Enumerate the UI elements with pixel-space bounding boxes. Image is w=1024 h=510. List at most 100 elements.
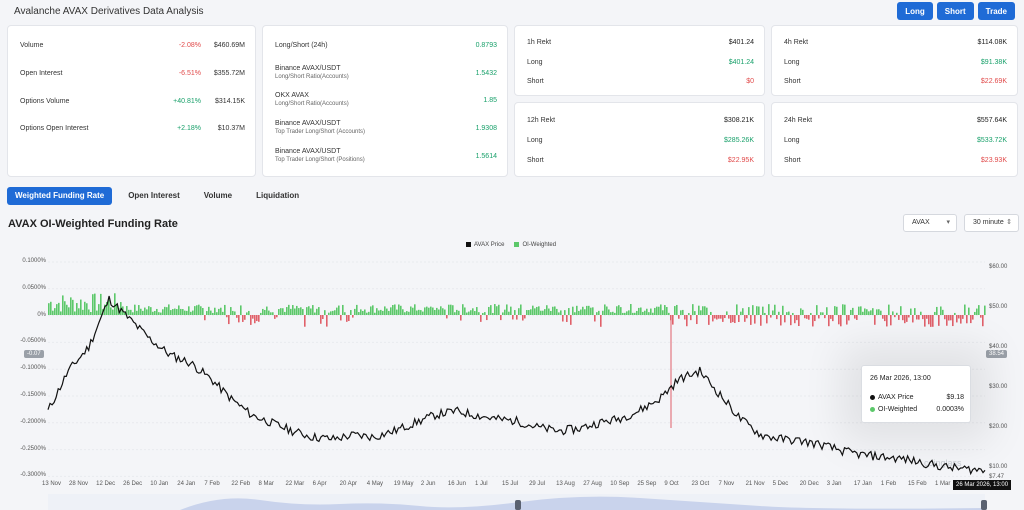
funding-bar-positive	[638, 307, 640, 315]
short-button[interactable]: Short	[936, 2, 974, 20]
long-button[interactable]: Long	[897, 2, 933, 20]
funding-bar-positive	[168, 304, 170, 315]
chevron-updown-icon: ⇕	[1006, 219, 1012, 226]
tab-volume[interactable]: Volume	[203, 191, 233, 200]
funding-bar-negative	[938, 315, 940, 326]
funding-bar-positive	[758, 306, 760, 315]
funding-bar-positive	[336, 307, 338, 315]
funding-bar-positive	[572, 306, 574, 315]
rekt-title: 12h Rekt	[527, 117, 556, 124]
rekt-long-label: Long	[527, 137, 543, 144]
funding-bar-positive	[652, 312, 654, 315]
rekt-total-row: 12h Rekt $308.21K	[515, 117, 764, 129]
funding-bar-positive	[914, 308, 916, 315]
funding-bar-positive	[530, 309, 532, 315]
funding-bar-positive	[660, 304, 662, 315]
funding-bar-positive	[868, 311, 870, 315]
funding-bar-positive	[682, 309, 684, 315]
funding-bar-positive	[468, 311, 470, 315]
funding-bar-positive	[602, 310, 604, 315]
funding-bar-positive	[860, 306, 862, 315]
funding-bar-positive	[610, 312, 612, 315]
rekt-long: $91.38K	[980, 59, 1007, 66]
funding-bar-positive	[698, 305, 700, 315]
funding-bar-negative	[714, 315, 716, 319]
funding-bar-positive	[816, 305, 818, 315]
funding-bar-positive	[586, 305, 588, 315]
tab-weighted-funding-rate[interactable]: Weighted Funding Rate	[7, 187, 113, 205]
ratio-row: Binance AVAX/USDT Long/Short Ratio(Accou…	[263, 65, 507, 85]
ratio-row: Binance AVAX/USDT Top Trader Long/Short …	[263, 148, 507, 168]
funding-bar-positive	[558, 312, 560, 315]
x-axis-tick: 10 Sep	[610, 481, 630, 487]
legend-item-price[interactable]: AVAX Price	[466, 242, 504, 248]
funding-bar-positive	[270, 312, 272, 315]
funding-bar-negative	[784, 315, 786, 323]
tab-open-interest[interactable]: Open Interest	[128, 191, 180, 200]
funding-bar-negative	[228, 315, 230, 325]
x-axis-tick: 12 Dec	[96, 481, 116, 487]
price-line	[47, 295, 986, 476]
funding-bar-positive	[230, 307, 232, 315]
funding-bar-negative	[600, 315, 602, 327]
funding-bar-positive	[154, 310, 156, 315]
funding-bar-positive	[60, 311, 62, 315]
funding-bar-positive	[302, 309, 304, 315]
rekt-card-12h: 12h Rekt $308.21K Long $285.26K Short $2…	[514, 102, 765, 177]
funding-bar-positive	[402, 309, 404, 315]
funding-bar-negative	[238, 315, 240, 323]
funding-bar-positive	[596, 312, 598, 315]
interval-select-value: 30 minute	[973, 219, 1004, 226]
x-axis-tick: 20 Apr	[339, 481, 358, 487]
tab-liquidation[interactable]: Liquidation	[256, 191, 300, 200]
funding-bar-positive	[388, 310, 390, 315]
funding-bar-positive	[358, 312, 360, 315]
funding-bar-negative	[776, 315, 778, 320]
funding-bar-positive	[878, 309, 880, 315]
funding-bar-positive	[80, 299, 82, 315]
funding-bar-positive	[772, 310, 774, 315]
funding-bar-negative	[242, 315, 244, 322]
funding-bar-positive	[188, 306, 190, 315]
x-axis-tick: 29 Jul	[529, 481, 546, 487]
funding-bar-positive	[788, 311, 790, 315]
funding-bar-positive	[706, 307, 708, 315]
funding-bar-positive	[694, 311, 696, 315]
funding-bar-positive	[648, 312, 650, 315]
funding-bar-negative	[304, 315, 306, 327]
funding-bar-positive	[520, 304, 522, 315]
funding-bar-negative	[276, 315, 278, 318]
funding-bar-positive	[84, 301, 86, 315]
left-axis-marker: -0.07	[24, 350, 44, 358]
funding-bar-positive	[106, 301, 108, 315]
right-axis-tick: $50.00	[989, 304, 1008, 310]
funding-bar-positive	[478, 312, 480, 315]
trade-button[interactable]: Trade	[977, 2, 1015, 20]
funding-bar-negative	[794, 315, 796, 324]
funding-bar-positive	[498, 304, 500, 315]
minimap-background	[48, 494, 985, 510]
funding-bar-positive	[408, 311, 410, 315]
funding-bar-positive	[370, 306, 372, 315]
funding-bar-positive	[224, 304, 226, 315]
funding-bar-negative	[902, 315, 904, 321]
rekt-long-row: Long $533.72K	[772, 137, 1017, 149]
rekt-short-label: Short	[527, 78, 544, 85]
funding-bar-positive	[282, 308, 284, 315]
funding-bar-positive	[852, 307, 854, 315]
funding-bar-positive	[668, 312, 670, 315]
funding-bar-positive	[748, 307, 750, 315]
funding-bar-negative	[722, 315, 724, 322]
interval-select[interactable]: 30 minute ⇕	[964, 214, 1019, 232]
x-axis-tick: 23 Oct	[691, 481, 710, 487]
funding-bar-negative	[724, 315, 726, 319]
x-axis-tick: 19 May	[393, 481, 414, 487]
stat-row-volume: Volume -2.08% $460.69M	[8, 42, 255, 54]
funding-bar-positive	[198, 304, 200, 315]
legend-item-funding[interactable]: OI-Weighted	[514, 242, 556, 248]
funding-bar-positive	[850, 309, 852, 315]
coin-select[interactable]: AVAX ▾	[903, 214, 957, 232]
funding-bar-negative	[952, 315, 954, 327]
x-axis-tick: 28 Nov	[69, 481, 89, 487]
